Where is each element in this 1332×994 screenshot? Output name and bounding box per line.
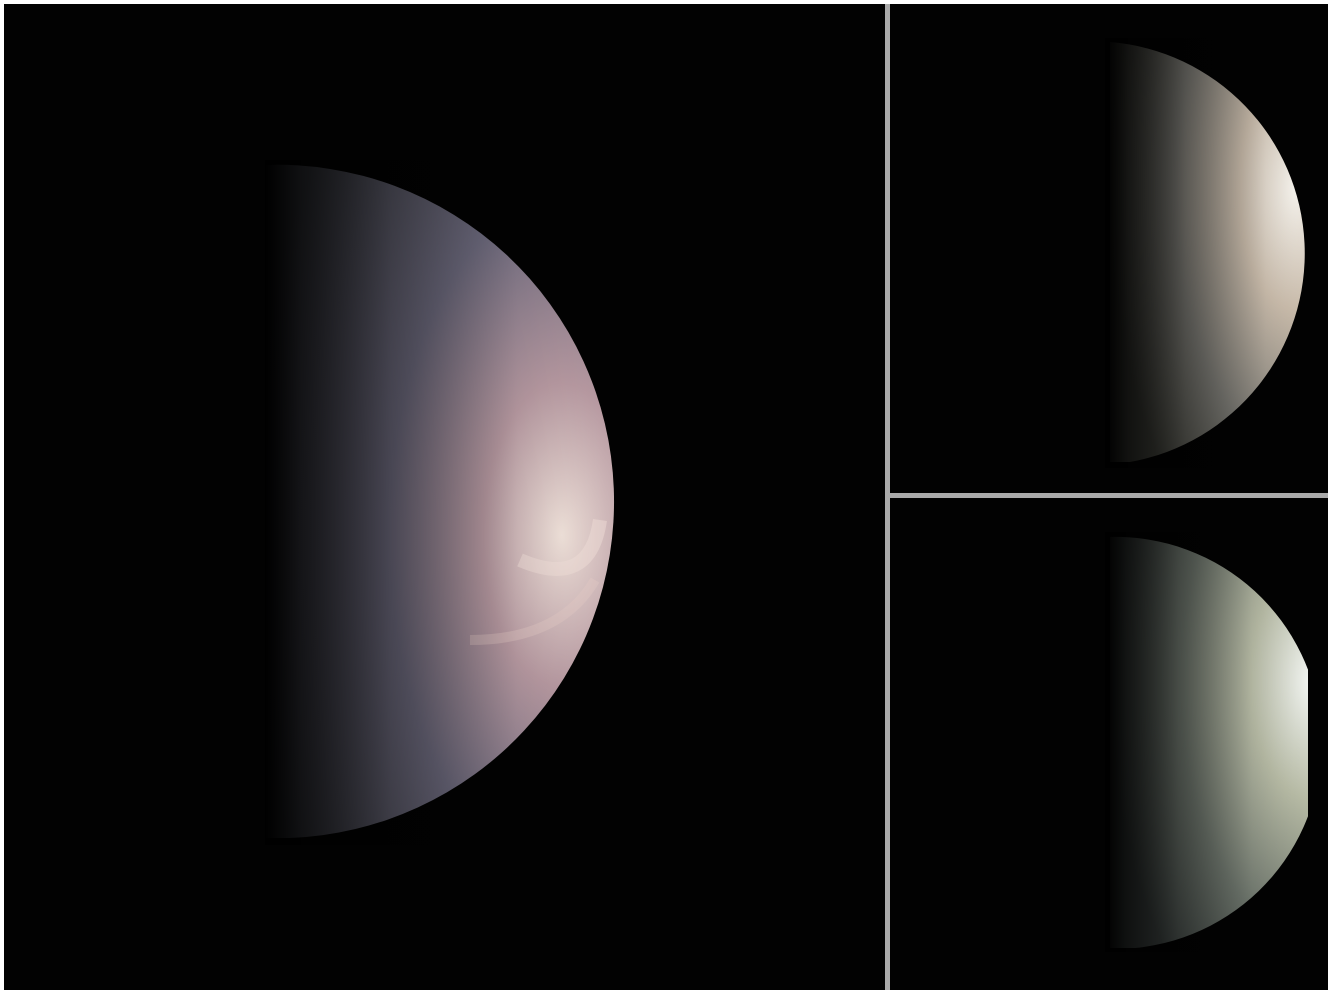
horizontal-divider [890,493,1328,498]
bottom-right-panel [890,498,1308,990]
vertical-divider [885,4,890,990]
terminator-shade [1105,38,1328,468]
panel-edge [1308,498,1328,990]
top-right-panel [890,4,1328,493]
main-panel [4,4,885,990]
terminator-shade [1105,532,1308,952]
terminator-shade [265,160,625,845]
